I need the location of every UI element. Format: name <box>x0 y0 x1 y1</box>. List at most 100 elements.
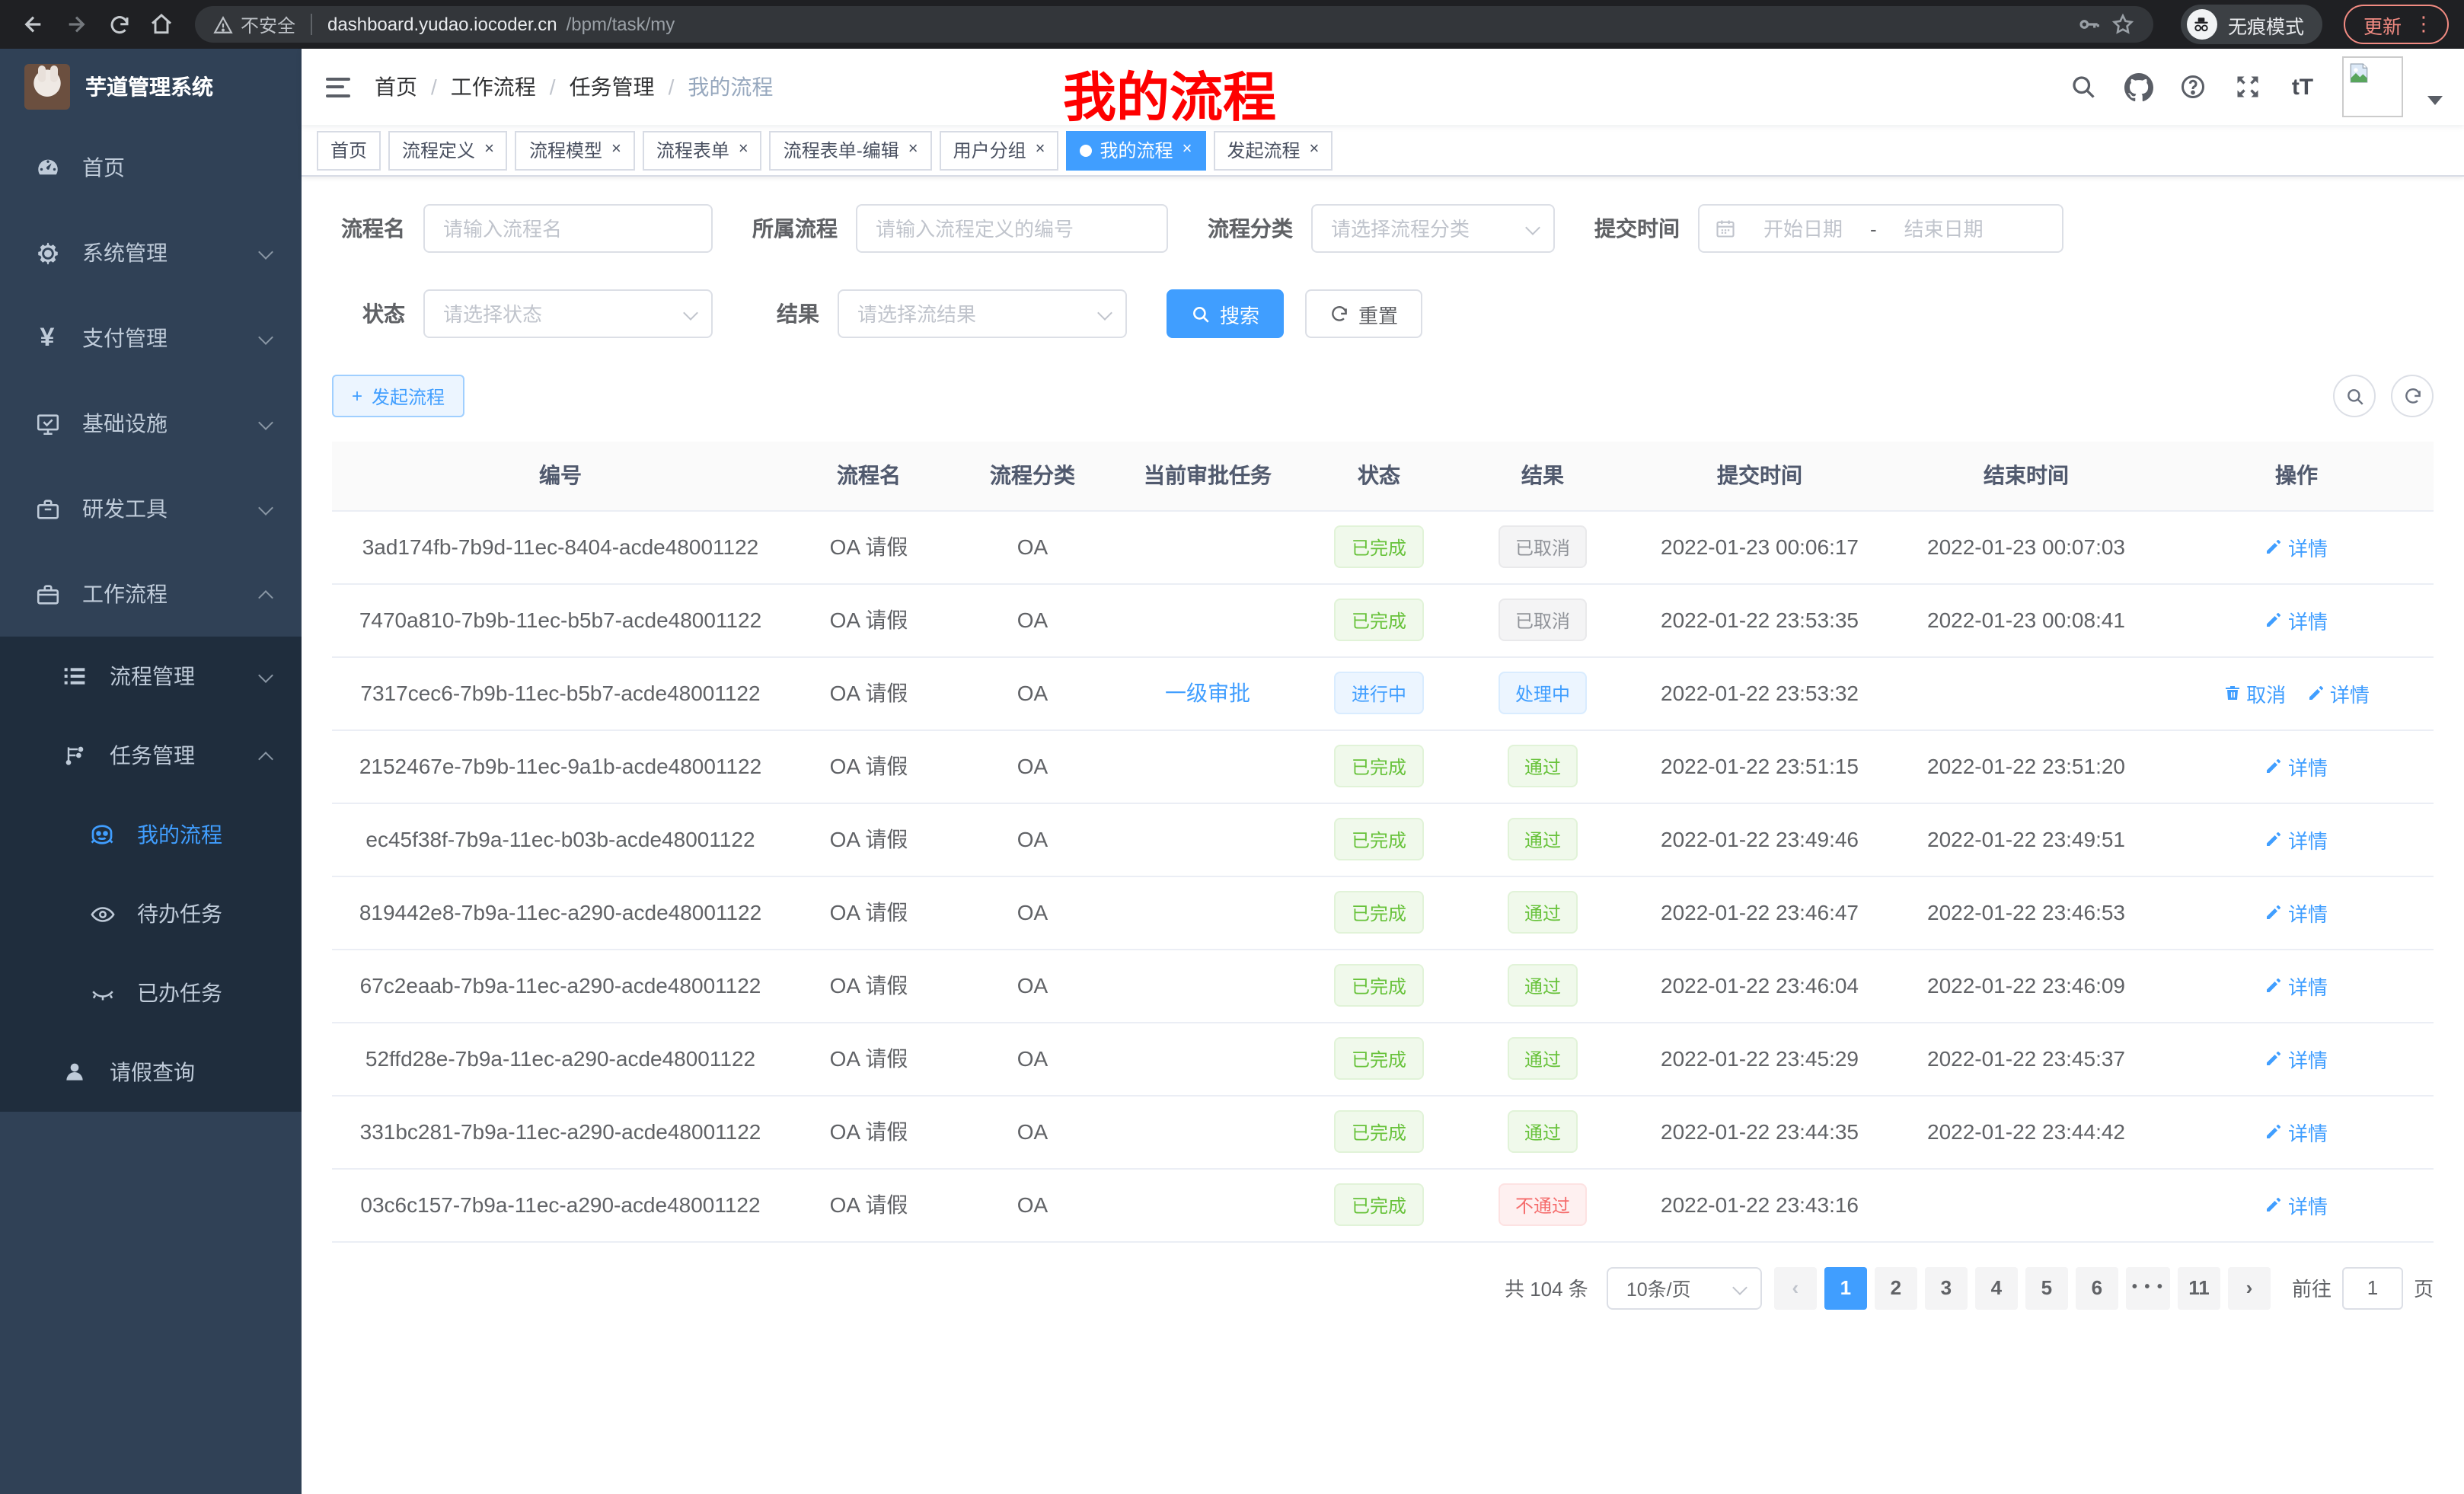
tab-my-process[interactable]: 我的流程 × <box>1066 130 1206 170</box>
search-button[interactable]: 搜索 <box>1167 289 1285 338</box>
broken-image-icon <box>2350 63 2368 83</box>
close-icon[interactable]: × <box>1182 140 1192 158</box>
tab-user-group[interactable]: 用户分组 × <box>939 130 1059 170</box>
url-divider <box>311 14 313 35</box>
tab-process-form[interactable]: 流程表单 × <box>642 130 762 170</box>
detail-link[interactable]: 详情 <box>2307 678 2370 707</box>
page-button[interactable]: 1 <box>1824 1266 1867 1309</box>
submit-time-range[interactable]: - <box>1698 204 2063 253</box>
sidebar-item-payment[interactable]: ¥ 支付管理 <box>0 295 302 381</box>
tab-home[interactable]: 首页 <box>317 130 381 170</box>
bookmark-star-icon[interactable] <box>2111 12 2135 37</box>
detail-link[interactable]: 详情 <box>2265 532 2328 561</box>
sidebar-item-infra[interactable]: 基础设施 <box>0 381 302 466</box>
update-button[interactable]: 更新 ⋮ <box>2343 5 2449 44</box>
next-page-button[interactable]: › <box>2227 1266 2271 1309</box>
detail-link[interactable]: 详情 <box>2265 1044 2328 1073</box>
page-button[interactable]: 4 <box>1974 1266 2018 1309</box>
close-icon[interactable]: × <box>611 140 621 158</box>
more-pages-button[interactable]: • • • <box>2125 1266 2170 1309</box>
page-button[interactable]: 3 <box>1924 1266 1968 1309</box>
tab-process-definition[interactable]: 流程定义 × <box>388 130 508 170</box>
search-icon[interactable] <box>2068 72 2099 102</box>
category-select[interactable] <box>1311 204 1555 253</box>
not-secure-warning[interactable]: 不安全 <box>213 11 295 37</box>
reset-button[interactable]: 重置 <box>1305 289 1423 338</box>
browser-home-icon[interactable] <box>143 6 180 43</box>
avatar-caret-icon[interactable] <box>2427 96 2443 105</box>
close-icon[interactable]: × <box>1309 140 1320 158</box>
detail-link[interactable]: 详情 <box>2265 752 2328 781</box>
status-select[interactable] <box>423 289 713 338</box>
detail-link[interactable]: 详情 <box>2265 898 2328 927</box>
user-icon <box>61 1058 88 1086</box>
breadcrumb-home[interactable]: 首页 <box>375 75 417 99</box>
detail-link[interactable]: 详情 <box>2265 825 2328 854</box>
detail-link[interactable]: 详情 <box>2265 971 2328 1000</box>
sidebar-item-process-mgmt[interactable]: 流程管理 <box>0 637 302 716</box>
col-actions: 操作 <box>2159 442 2434 511</box>
close-icon[interactable]: × <box>484 140 494 158</box>
close-icon[interactable]: × <box>1035 140 1045 158</box>
sidebar-toggle-icon[interactable] <box>302 77 375 97</box>
table-row: 7317cec6-7b9b-11ec-b5b7-acde48001122 OA … <box>332 656 2434 730</box>
process-name-input[interactable] <box>423 204 713 253</box>
detail-link[interactable]: 详情 <box>2265 605 2328 634</box>
incognito-label: 无痕模式 <box>2227 16 2304 37</box>
breadcrumb-workflow[interactable]: 工作流程 <box>450 75 536 99</box>
browser-reload-icon[interactable] <box>101 6 137 43</box>
avatar[interactable] <box>2342 56 2403 117</box>
fullscreen-icon[interactable] <box>2233 72 2263 102</box>
sidebar-item-task-mgmt[interactable]: 任务管理 <box>0 716 302 795</box>
date-start-input[interactable] <box>1748 217 1858 240</box>
status-badge: 已完成 <box>1334 964 1423 1007</box>
sidebar-logo-row[interactable]: 芋道管理系统 <box>0 49 302 125</box>
browser-toolbar: 不安全 dashboard.yudao.iocoder.cn/bpm/task/… <box>0 0 2464 49</box>
tab-start-process[interactable]: 发起流程 × <box>1213 130 1333 170</box>
current-task-link[interactable]: 一级审批 <box>1165 681 1250 705</box>
refresh-table-button[interactable] <box>2391 375 2434 417</box>
font-size-icon[interactable]: tT <box>2291 74 2314 100</box>
detail-link[interactable]: 详情 <box>2265 1190 2328 1219</box>
tab-process-model[interactable]: 流程模型 × <box>515 130 635 170</box>
result-badge: 处理中 <box>1498 672 1587 714</box>
page-size-select[interactable] <box>1606 1266 1762 1309</box>
close-icon[interactable]: × <box>738 140 748 158</box>
page-button[interactable]: 2 <box>1874 1266 1917 1309</box>
sidebar-item-devtools[interactable]: 研发工具 <box>0 466 302 551</box>
sidebar-item-workflow[interactable]: 工作流程 <box>0 551 302 637</box>
browser-back-icon[interactable] <box>15 6 52 43</box>
detail-link[interactable]: 详情 <box>2265 1117 2328 1146</box>
edit-icon <box>2267 540 2281 554</box>
category-label: 流程分类 <box>1208 216 1293 241</box>
sidebar-item-my-process[interactable]: 我的流程 <box>0 795 302 874</box>
close-icon[interactable]: × <box>908 140 918 158</box>
pager: ‹ 1 2 3 4 5 6 • • • 11 › <box>1773 1266 2271 1309</box>
sidebar-item-done-tasks[interactable]: 已办任务 <box>0 953 302 1033</box>
browser-menu-icon[interactable]: ⋮ <box>2414 12 2434 35</box>
github-icon[interactable] <box>2123 72 2153 102</box>
sidebar-item-leave-query[interactable]: 请假查询 <box>0 1033 302 1112</box>
sidebar-item-home[interactable]: 首页 <box>0 125 302 210</box>
sidebar-item-label: 我的流程 <box>137 822 222 847</box>
chevron-up-icon <box>258 752 273 767</box>
goto-page-input[interactable] <box>2341 1266 2403 1309</box>
start-process-button[interactable]: + 发起流程 <box>332 375 465 417</box>
browser-forward-icon[interactable] <box>58 6 94 43</box>
breadcrumb-task-mgmt[interactable]: 任务管理 <box>569 75 655 99</box>
sidebar-item-todo-tasks[interactable]: 待办任务 <box>0 874 302 953</box>
tab-process-form-edit[interactable]: 流程表单-编辑 × <box>769 130 932 170</box>
parent-process-input[interactable] <box>856 204 1168 253</box>
address-bar[interactable]: 不安全 dashboard.yudao.iocoder.cn/bpm/task/… <box>195 6 2153 43</box>
sidebar-item-system[interactable]: 系统管理 <box>0 210 302 295</box>
result-select[interactable] <box>838 289 1127 338</box>
help-icon[interactable] <box>2178 72 2208 102</box>
page-button[interactable]: 5 <box>2025 1266 2068 1309</box>
prev-page-button[interactable]: ‹ <box>1773 1266 1817 1309</box>
date-end-input[interactable] <box>1888 217 1999 240</box>
page-button[interactable]: 11 <box>2177 1266 2220 1309</box>
password-key-icon[interactable] <box>2077 12 2102 37</box>
page-button[interactable]: 6 <box>2075 1266 2118 1309</box>
show-search-button[interactable] <box>2333 375 2376 417</box>
cancel-link[interactable]: 取消 <box>2223 678 2286 707</box>
